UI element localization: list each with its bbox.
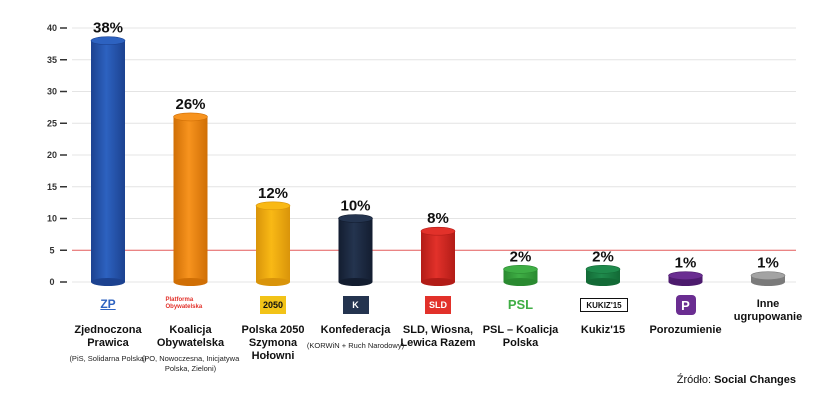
category-name: Polska 2050 Szymona Hołowni: [241, 324, 305, 362]
bar-body: [173, 116, 208, 283]
bar-top: [420, 226, 456, 236]
category-name: Porozumienie: [649, 324, 722, 336]
y-tick-label: 0: [49, 277, 54, 287]
bar-top: [90, 36, 126, 46]
party-logo: PSL: [507, 296, 534, 312]
bar-body: [91, 40, 125, 283]
y-tick-label: 20: [47, 150, 57, 160]
value-label: 38%: [93, 20, 123, 37]
category-label: PSL – Koalicja Polska: [461, 324, 581, 350]
category-label: Konfederacja (KORWiN + Ruch Narodowy): [296, 324, 416, 351]
y-axis-ticks: 0 5 10 15 20 25 30 35 40: [47, 23, 67, 287]
party-logo: 2050: [260, 296, 286, 314]
category-label: Zjednoczona Prawica (PiS, Solidarna Polsk…: [48, 324, 168, 364]
bar-base: [751, 278, 785, 286]
party-logo: KUKIZ'15: [580, 298, 628, 312]
category-subtitle: (PiS, Solidarna Polska): [69, 354, 147, 363]
category-label: Inne ugrupowanie: [708, 298, 828, 324]
bar: [503, 264, 538, 286]
bar-top: [585, 264, 621, 274]
party-logo: K: [342, 296, 369, 314]
bar: [338, 214, 373, 286]
value-label: 12%: [258, 185, 288, 202]
bar-body: [421, 231, 455, 282]
category-name: SLD, Wiosna, Lewica Razem: [400, 324, 476, 349]
bar-base: [503, 278, 538, 286]
bar-base: [91, 278, 125, 286]
y-tick-label: 35: [47, 55, 57, 65]
bar-body: [338, 218, 373, 282]
value-labels: 38% 26% 12% 10% 8% 2% 2% 1% 1%: [93, 20, 779, 272]
value-label: 8%: [427, 210, 449, 227]
bar: [420, 226, 456, 286]
y-tick-label: 40: [47, 23, 57, 33]
bar-top: [668, 271, 703, 280]
value-label: 10%: [340, 198, 370, 215]
bar-base: [173, 278, 208, 286]
category-name: Zjednoczona Prawica: [74, 324, 142, 349]
bar-top: [338, 214, 373, 223]
bar: [90, 36, 126, 286]
y-tick-label: 30: [47, 87, 57, 97]
bar-base: [256, 278, 290, 286]
value-label: 1%: [757, 255, 779, 272]
category-name: PSL – Koalicja Polska: [482, 324, 559, 349]
category-name: Inne ugrupowanie: [733, 298, 803, 323]
bar-base: [668, 278, 703, 286]
category-label: Kukiz'15: [543, 324, 663, 337]
category-name: Koalicja Obywatelska: [156, 324, 225, 349]
y-tick-label: 15: [47, 182, 57, 192]
party-logo: ZP: [100, 297, 116, 311]
party-logo: SLD: [425, 296, 451, 314]
bar-base: [586, 278, 620, 286]
bar: [750, 271, 786, 286]
category-subtitle: (KORWiN + Ruch Narodowy): [306, 341, 405, 350]
value-label: 1%: [675, 255, 697, 272]
category-label: Koalicja Obywatelska (PO, Nowoczesna, Ini…: [131, 324, 251, 374]
category-name: Konfederacja: [320, 324, 391, 336]
source-prefix: Źródło:: [676, 374, 712, 386]
bar-top: [503, 264, 538, 274]
bar-base: [421, 278, 455, 286]
bar-base: [338, 278, 373, 286]
source-name: Social Changes: [714, 374, 796, 386]
category-subtitle: (PO, Nowoczesna, Inicjatywa Polska, Ziel…: [141, 354, 240, 373]
category-label: Porozumienie: [626, 324, 746, 337]
y-tick-label: 5: [49, 245, 54, 255]
category-name: Kukiz'15: [580, 324, 626, 336]
bar: [173, 112, 208, 286]
value-label: 2%: [510, 248, 532, 265]
value-label: 2%: [592, 248, 614, 265]
bar-top: [750, 271, 786, 280]
source-note: Źródło: Social Changes: [677, 374, 796, 386]
y-tick-label: 25: [47, 118, 57, 128]
party-logo: Platforma Obywatelska: [165, 297, 203, 310]
bars: [90, 36, 786, 286]
y-tick-label: 10: [47, 214, 57, 224]
category-label: Polska 2050 Szymona Hołowni: [213, 324, 333, 363]
bar-top: [255, 201, 291, 211]
bar-body: [256, 205, 290, 282]
value-label: 26%: [175, 96, 205, 113]
party-logo: P: [675, 295, 696, 315]
bar: [255, 201, 291, 286]
bar: [585, 264, 621, 286]
bar-top: [173, 112, 208, 122]
bar: [668, 271, 703, 286]
category-label: SLD, Wiosna, Lewica Razem: [378, 324, 498, 350]
